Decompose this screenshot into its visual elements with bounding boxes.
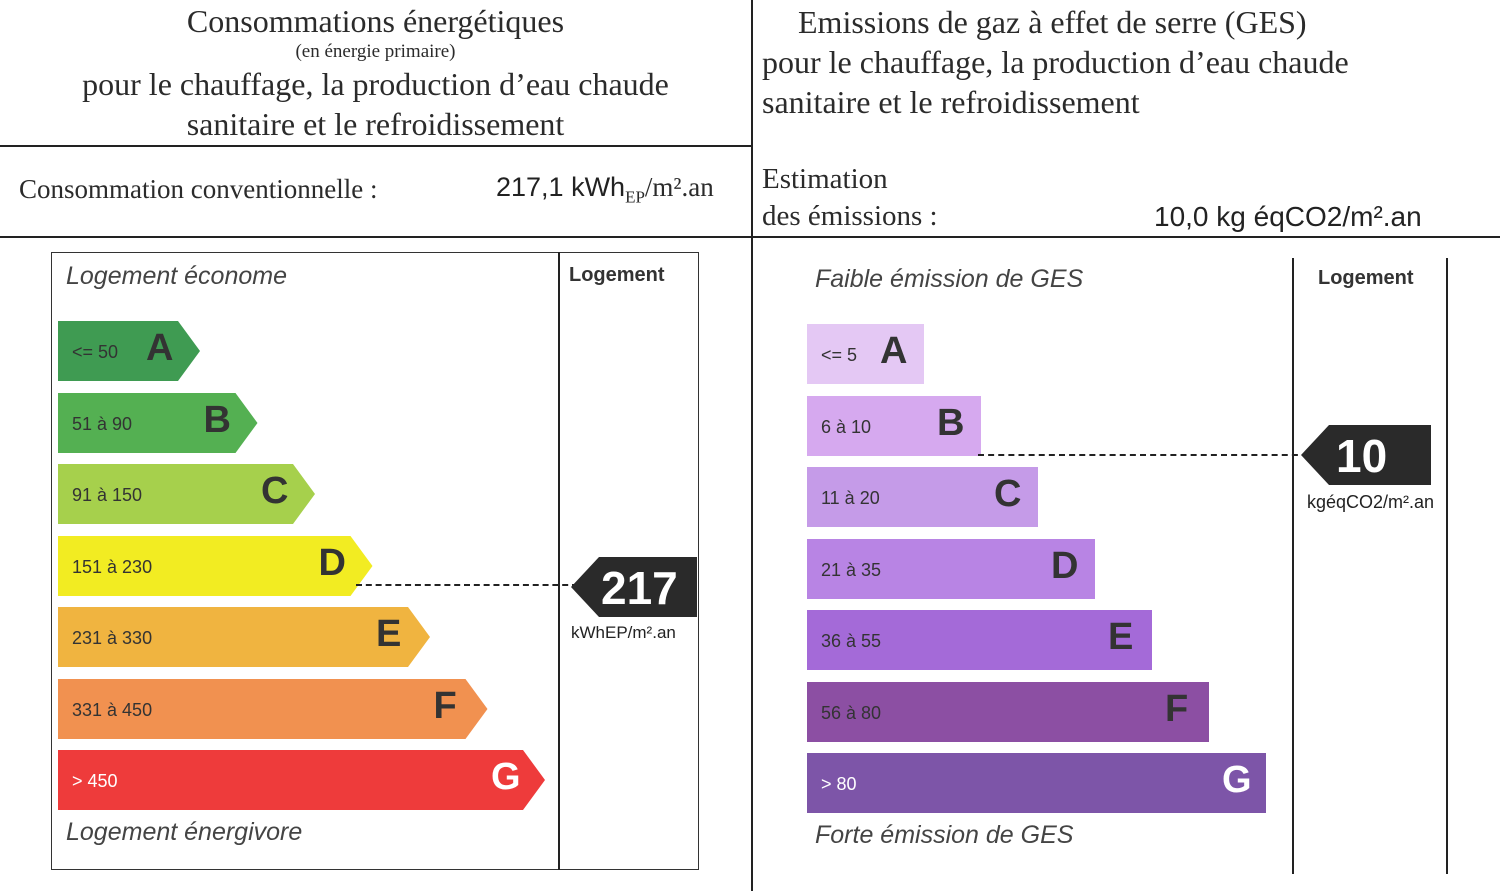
energy-indicator-unit: kWhEP/m².an [571,623,676,642]
ges-label-line1: Estimation [762,163,888,195]
ges-band-letter-c: C [994,473,1022,515]
energy-band-letter-b: B [203,398,231,441]
ges-indicator-leader [978,454,1308,456]
energy-band-f: 331 à 450 F [58,678,488,739]
energy-top-caption: Logement économe [66,262,287,290]
energy-band-letter-f: F [433,684,457,727]
energy-band-shape-b [58,392,258,453]
energy-band-shape-d [58,535,373,596]
ges-value: 10,0 kg éqCO2/m².an [1154,201,1422,232]
ges-band-letter-f: F [1165,687,1189,730]
ges-band-range-g: > 80 [821,774,857,794]
energy-band-range-e: 231 à 330 [72,628,153,648]
energy-band-range-f: 331 à 450 [72,699,153,720]
energy-band-range-b: 51 à 90 [72,413,133,434]
ges-band-letter-d: D [1051,544,1079,587]
ges-band-letter-g: G [1222,759,1252,801]
ges-indicator-value: 10 [1336,430,1388,482]
ges-band-f: 56 à 80 F [807,681,1209,742]
divider-left-header [0,145,751,147]
energy-desc-line2: sanitaire et le refroidissement [186,106,565,142]
ges-desc-line1: pour le chauffage, la production d’eau c… [762,44,1349,80]
ges-band-range-f: 56 à 80 [821,702,882,723]
energy-value-number: 217,1 kWh [496,172,626,202]
energy-band-range-a: <= 50 [72,342,119,362]
energy-column-divider [558,252,560,870]
ges-header: Emissions de gaz à effet de serre (GES) … [762,2,1492,122]
energy-band-letter-e: E [376,613,402,655]
ges-band-range-e: 36 à 55 [821,631,882,651]
energy-band-shape-g [58,750,545,810]
ges-band-range-b: 6 à 10 [821,416,872,437]
energy-band-letter-a: A [146,327,174,369]
energy-indicator-arrow [571,557,697,617]
divider-vertical [751,0,753,891]
energy-title: Consommations énergétiques [186,3,565,39]
ges-band-letter-e: E [1108,616,1134,658]
ges-indicator-arrow [1301,425,1431,485]
energy-value: 217,1 kWhEP/m².an [496,172,714,207]
energy-bottom-caption: Logement énergivore [66,818,303,846]
energy-band-shape-c [58,464,315,524]
ges-label-line2: des émissions : [762,200,938,232]
energy-band-range-c: 91 à 150 [72,485,143,505]
energy-band-letter-d: D [318,541,346,584]
ges-band-g: > 80 G [807,753,1266,813]
ges-band-b: 6 à 10 B [807,395,981,456]
energy-subtitle: (en énergie primaire) [295,41,456,62]
ges-column-right [1446,258,1448,874]
energy-band-a: <= 50 A [58,321,200,381]
ges-column-left [1292,258,1294,874]
energy-value-unit: /m².an [644,172,714,202]
ges-band-a: <= 5 A [807,324,924,384]
ges-column-header: Logement [1318,267,1414,289]
energy-label: Consommation conventionnelle : [19,174,378,204]
energy-band-shape-a [58,321,200,381]
ges-bottom-caption: Forte émission de GES [815,821,1074,849]
energy-band-shape-e [58,607,430,667]
energy-band-letter-g: G [491,756,521,798]
energy-header: Consommations énergétiques (en énergie p… [0,2,751,144]
energy-band-shape-f [58,678,488,739]
energy-desc-line1: pour le chauffage, la production d’eau c… [82,66,669,102]
energy-indicator-value: 217 [601,562,678,614]
energy-value-sub: EP [625,187,645,207]
ges-band-letter-a: A [880,330,908,372]
ges-indicator-unit: kgéqCO2/m².an [1307,492,1435,512]
ges-title: Emissions de gaz à effet de serre (GES) [798,4,1307,40]
energy-band-g: > 450 G [58,750,545,810]
energy-band-c: 91 à 150 C [58,464,315,524]
ges-desc-line2: sanitaire et le refroidissement [762,84,1140,120]
energy-band-range-d: 151 à 230 [72,556,153,577]
energy-indicator-leader [356,584,578,586]
divider-row-bottom [0,236,1500,238]
energy-band-letter-c: C [261,470,289,512]
energy-column-header: Logement [569,264,665,286]
energy-chart-frame [51,252,699,870]
ges-band-range-c: 11 à 20 [821,488,880,508]
ges-band-c: 11 à 20 C [807,467,1038,527]
energy-band-d: 151 à 230 D [58,535,373,596]
ges-band-range-a: <= 5 [821,345,858,365]
ges-band-d: 21 à 35 D [807,538,1095,599]
energy-band-e: 231 à 330 E [58,607,430,667]
ges-band-letter-b: B [937,401,965,444]
energy-band-b: 51 à 90 B [58,392,258,453]
energy-band-range-g: > 450 [72,771,118,791]
ges-band-range-d: 21 à 35 [821,559,882,580]
ges-top-caption: Faible émission de GES [815,265,1084,293]
ges-band-e: 36 à 55 E [807,610,1152,670]
